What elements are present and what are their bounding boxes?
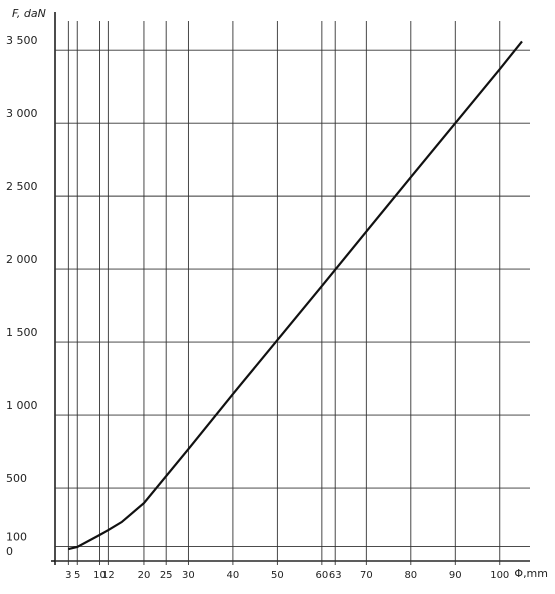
x-tick-label: 100 bbox=[490, 570, 509, 581]
y-tick-label: 3 000 bbox=[6, 107, 38, 120]
x-tick-label: 30 bbox=[182, 570, 195, 581]
x-tick-label: 63 bbox=[329, 570, 342, 581]
y-tick-label: 3 500 bbox=[6, 34, 38, 47]
y-tick-label: 500 bbox=[6, 472, 27, 485]
x-tick-label: 60 bbox=[315, 570, 328, 581]
y-tick-label: 0 bbox=[6, 545, 13, 558]
y-tick-label: 2 500 bbox=[6, 180, 38, 193]
y-axis-label: F, daN bbox=[12, 7, 46, 20]
x-tick-label: 50 bbox=[271, 570, 284, 581]
y-tick-label: 1 000 bbox=[6, 399, 38, 412]
x-tick-label: 20 bbox=[138, 570, 151, 581]
x-tick-label: 3 bbox=[65, 570, 71, 581]
y-tick-label: 2 000 bbox=[6, 253, 38, 266]
x-tick-label: 80 bbox=[404, 570, 417, 581]
data-line bbox=[68, 40, 523, 551]
y-tick-label: 100 bbox=[6, 530, 27, 543]
x-tick-label: 12 bbox=[102, 570, 115, 581]
x-axis-label: Φ,mm bbox=[514, 567, 548, 580]
x-tick-label: 25 bbox=[160, 570, 173, 581]
x-tick-label: 90 bbox=[449, 570, 462, 581]
x-tick-label: 70 bbox=[360, 570, 373, 581]
x-tick-label: 40 bbox=[227, 570, 240, 581]
x-tick-label: 10 bbox=[93, 570, 106, 581]
y-tick-label: 1 500 bbox=[6, 326, 38, 339]
x-tick-label: 5 bbox=[74, 570, 80, 581]
